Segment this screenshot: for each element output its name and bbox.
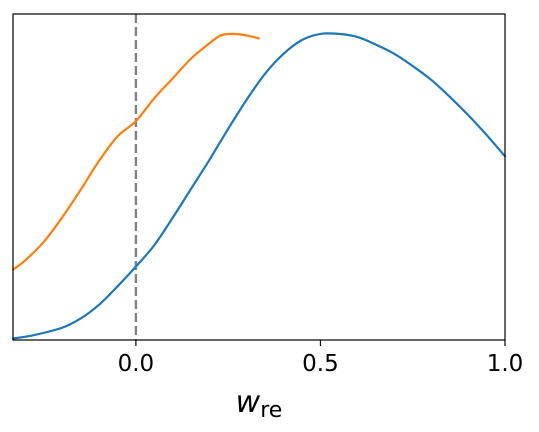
x-tick-layer: 0.0 0.5 1.0 [118, 340, 524, 377]
series-line-1 [11, 32, 260, 271]
x-tick-label-2: 1.0 [487, 351, 524, 377]
x-axis-label-subscript: re [260, 398, 282, 423]
plot-frame [12, 13, 506, 341]
x-tick-label-1: 0.5 [302, 351, 339, 377]
x-axis-label-main: w [236, 385, 261, 420]
series-line-0 [11, 32, 507, 340]
series-layer [11, 32, 507, 340]
x-tick-label-0: 0.0 [118, 351, 155, 377]
x-axis-label: wre [236, 385, 283, 423]
